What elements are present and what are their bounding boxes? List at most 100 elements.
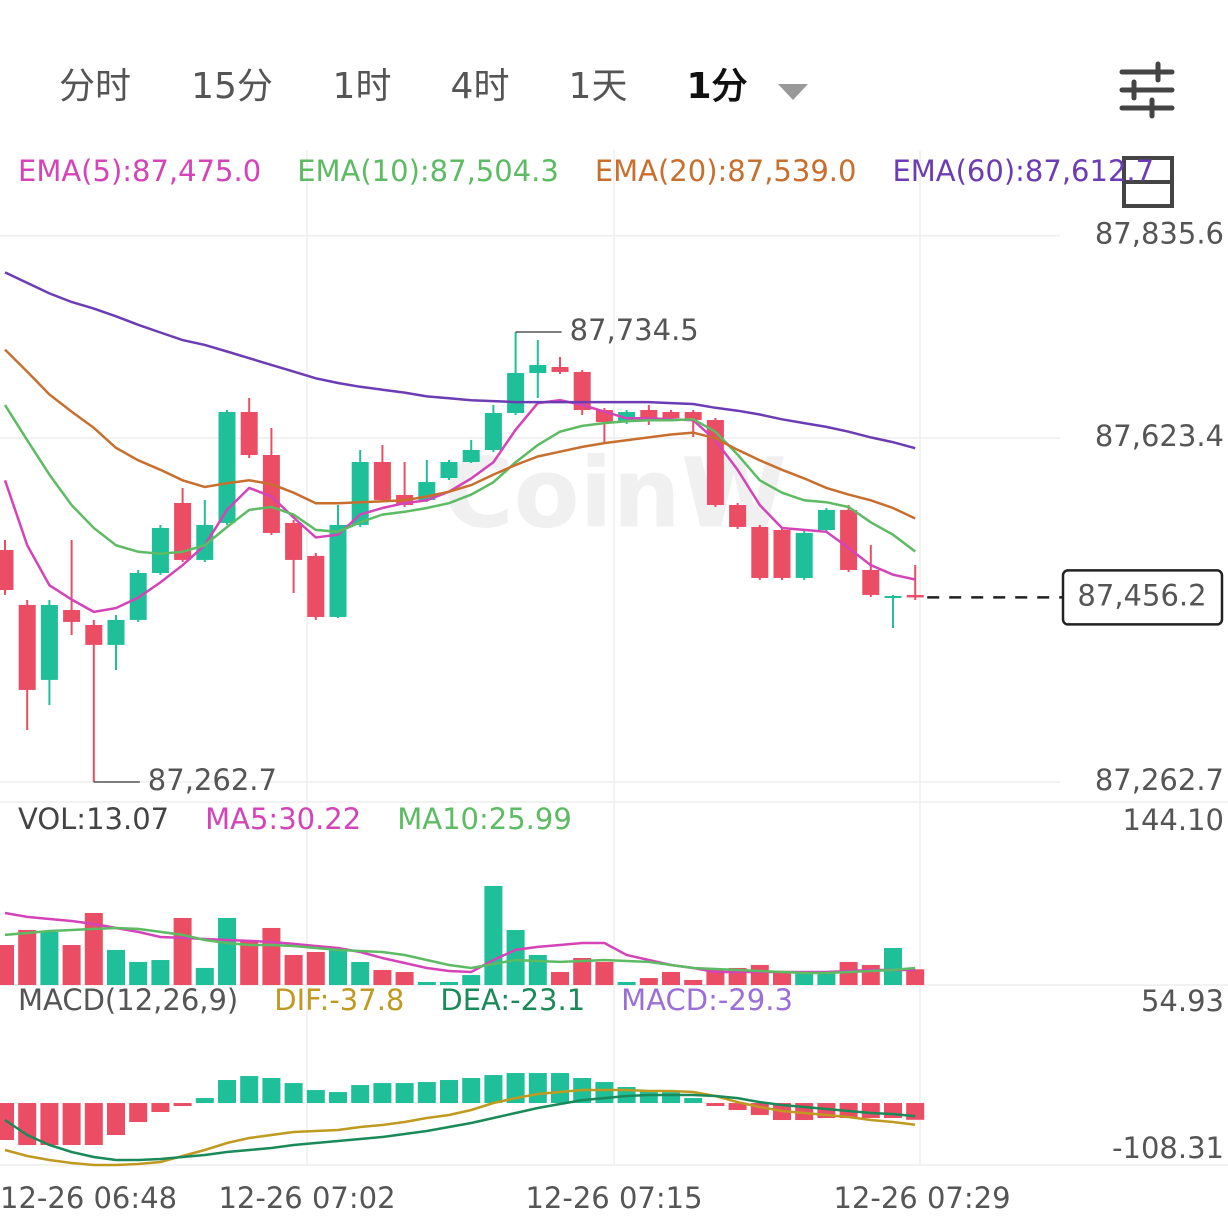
candle-body: [18, 604, 36, 690]
candle-body: [529, 364, 547, 374]
volume-bar: [84, 912, 103, 985]
macd-bar: [173, 1103, 192, 1107]
volume-bar: [573, 957, 592, 985]
x-tick-label: 12-26 07:02: [218, 1181, 395, 1215]
timeframe-tab[interactable]: 分时: [59, 66, 131, 107]
volume-bar: [484, 885, 503, 985]
last-price-box: [1061, 569, 1224, 626]
macd-bar: [528, 1073, 547, 1104]
volume-bar: [528, 954, 547, 985]
y-tick-label: 87,623.4: [1095, 419, 1224, 453]
dropdown-arrow[interactable]: [778, 84, 808, 100]
x-tick-label: 12-26 07:15: [525, 1181, 702, 1215]
y-tick-label: -108.31: [1112, 1131, 1224, 1165]
candle-body: [751, 526, 769, 578]
candle-body: [218, 412, 236, 523]
candle-body: [862, 569, 880, 595]
timeframe-tab[interactable]: 1分: [686, 66, 747, 107]
legend-label: EMA(10):87,504.3: [297, 154, 559, 188]
candle-body: [551, 366, 569, 372]
candle-body: [884, 595, 902, 598]
macd-bar: [151, 1103, 170, 1113]
candle-body: [196, 524, 214, 560]
macd-bar: [395, 1083, 414, 1104]
volume-bar: [817, 972, 836, 985]
legend-label: DIF:-37.8: [274, 983, 404, 1017]
macd-bar: [284, 1083, 303, 1104]
legend-label: EMA(60):87,612.7: [892, 154, 1154, 188]
candle-body: [507, 373, 525, 413]
volume-bar: [684, 979, 703, 985]
legend-label: DEA:-23.1: [440, 983, 585, 1017]
annotation-label: 87,262.7: [148, 763, 277, 797]
settings-icon[interactable]: [1119, 61, 1175, 119]
macd-bar: [107, 1103, 125, 1136]
last-price-label: 87,456.2: [1077, 578, 1206, 612]
macd-bar: [506, 1073, 525, 1104]
candle-body: [684, 412, 702, 421]
macd-bar: [240, 1076, 259, 1104]
legend-label: MACD:-29.3: [621, 983, 793, 1017]
candle-body: [484, 412, 502, 450]
legend-label: EMA(20):87,539.0: [595, 154, 857, 188]
volume-bar: [839, 961, 858, 985]
volume-bar: [0, 945, 14, 985]
macd-bar: [706, 1103, 725, 1107]
candle-body: [174, 503, 192, 560]
ema-line: [4, 348, 916, 520]
timeframe-tab[interactable]: 4时: [451, 66, 510, 107]
pane-lines: [0, 150, 1228, 1166]
candle-body: [373, 461, 391, 500]
macd-bar: [861, 1103, 880, 1119]
candle-body: [440, 461, 458, 479]
volume-bar: [906, 969, 925, 985]
candle-body: [262, 455, 280, 533]
volume-bar: [706, 969, 725, 985]
candle-body: [0, 550, 14, 590]
candle-body: [573, 371, 591, 411]
x-tick-label: 12-26 07:29: [833, 1181, 1010, 1215]
fullscreen-icon[interactable]: [1122, 156, 1174, 208]
macd-bar: [62, 1103, 81, 1146]
macd-bar: [329, 1092, 347, 1104]
volume-bar: [151, 960, 170, 985]
timeframe-tab[interactable]: 1天: [569, 66, 628, 107]
volume-bar: [62, 945, 81, 985]
volume-bar: [595, 961, 614, 985]
candle-body: [40, 604, 58, 680]
candle-body: [840, 509, 858, 570]
watermark: CoinW: [443, 437, 787, 549]
ema-line: [4, 271, 916, 450]
volume-bar: [662, 972, 680, 985]
volume-bar: [173, 918, 192, 985]
volume-bar: [506, 930, 525, 985]
candle-body: [307, 555, 325, 617]
volume-bar: [262, 927, 281, 985]
timeframe-tab[interactable]: 1时: [333, 66, 392, 107]
macd-bar: [40, 1103, 59, 1146]
annotation-label: 87,734.5: [570, 313, 699, 347]
legend-label: MA5:30.22: [205, 802, 361, 836]
volume-bar: [551, 972, 569, 985]
candle-body: [151, 527, 169, 574]
volume-bar: [351, 961, 370, 985]
macd-bar: [129, 1103, 148, 1123]
candle-body: [729, 505, 747, 527]
macd-bar: [462, 1078, 481, 1104]
volume-bar: [218, 918, 236, 985]
volume-bar: [773, 972, 791, 985]
macd-bar: [684, 1098, 703, 1104]
watermark-text: CoinW: [443, 437, 787, 549]
volume-bar: [240, 939, 259, 985]
volume-bar: [284, 954, 303, 985]
volume-bar: [195, 967, 214, 985]
timeframe-tab[interactable]: 15分: [191, 66, 273, 107]
candle-body: [795, 532, 813, 578]
candle-body: [773, 529, 791, 578]
candle-body: [285, 522, 303, 560]
candle-body: [85, 624, 103, 645]
candle-body: [240, 412, 258, 456]
candle-body: [329, 524, 347, 617]
volume-ma-line: [4, 926, 916, 975]
